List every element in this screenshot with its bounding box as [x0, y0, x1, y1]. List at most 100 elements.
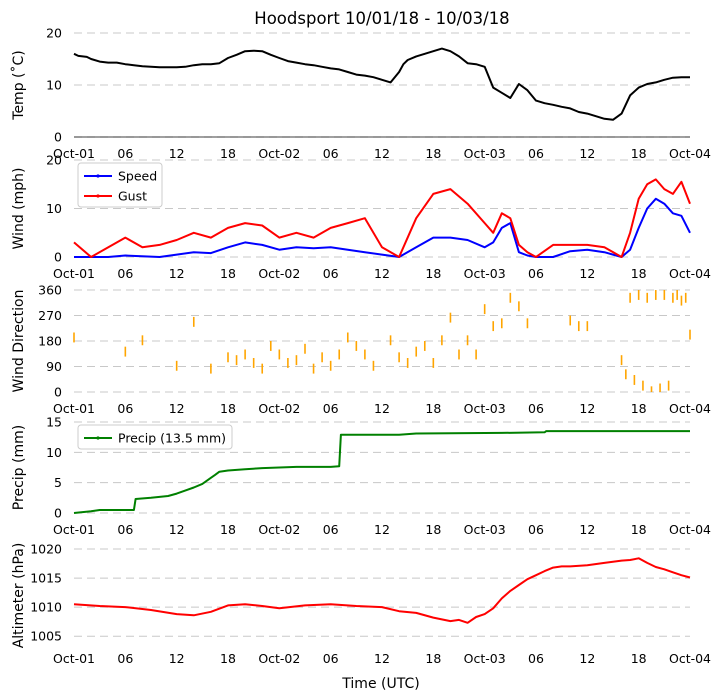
y-tick-label: 1005 — [30, 629, 62, 644]
x-tick-label: Oct-03 — [464, 401, 506, 416]
x-tick-label: Oct-02 — [258, 651, 300, 666]
x-tick-label: 06 — [117, 266, 133, 281]
panel-wind: 0 10 20 Oct-01 06 12 18 Oct-02 06 12 18 Oct-03 06 12 1… — [11, 153, 711, 282]
x-tick-label: 06 — [323, 401, 339, 416]
x-tick-label: 18 — [631, 146, 647, 161]
legend-label: Gust — [118, 189, 147, 204]
legend-marker — [96, 194, 100, 198]
legend — [77, 424, 233, 450]
series-line-altimeter — [73, 557, 691, 624]
x-axis-label: Time (UTC) — [341, 676, 419, 692]
x-tick-label: 18 — [220, 146, 236, 161]
legend-label: Precip (13.5 mm) — [118, 431, 226, 446]
x-tick-label: 18 — [425, 266, 441, 281]
x-tick-label: 12 — [169, 146, 185, 161]
panel-precip: 0 5 10 15 Oct-01 06 12 18 Oct-02 06 12 18 Oct-03 06 12… — [11, 415, 711, 538]
chart-title: Hoodsport 10/01/18 - 10/03/18 — [254, 9, 509, 28]
x-tick-label: 12 — [169, 522, 185, 537]
y-axis-label: Wind (mph) — [11, 168, 27, 250]
x-tick-label: 18 — [220, 651, 236, 666]
x-tick-label: 18 — [425, 146, 441, 161]
y-tick-label: 20 — [46, 153, 62, 168]
series-line-temp — [73, 47, 690, 121]
y-axis-label: Temp (˚C) — [10, 50, 27, 120]
panel-temp: 0 10 20 Oct-01 06 12 18 Oct-02 06 12 18 Oct-03 06 12 1… — [10, 26, 711, 162]
x-tick-label: 12 — [169, 401, 185, 416]
x-tick-label: 12 — [579, 401, 595, 416]
x-tick-label: 18 — [631, 522, 647, 537]
panel-altimeter: 1005 1010 1015 1020 Oct-01 06 12 18 Oct-02 06 12 18… — [11, 542, 711, 667]
x-tick-label: Oct-04 — [669, 266, 711, 281]
x-tick-label: 18 — [631, 651, 647, 666]
x-tick-label: Oct-04 — [669, 401, 711, 416]
x-tick-label: 06 — [117, 146, 133, 161]
x-tick-label: 06 — [117, 522, 133, 537]
x-tick-label: 18 — [220, 522, 236, 537]
x-tick-label: 18 — [220, 401, 236, 416]
y-tick-label: 10 — [46, 445, 62, 460]
x-tick-label: Oct-02 — [258, 522, 300, 537]
x-tick-label: Oct-01 — [53, 146, 95, 161]
x-tick-label: 06 — [323, 146, 339, 161]
y-tick-label: 0 — [54, 506, 62, 521]
x-tick-label: 06 — [323, 266, 339, 281]
x-tick-label: 12 — [579, 522, 595, 537]
x-tick-label: 12 — [374, 651, 390, 666]
series-line-gust — [73, 178, 691, 258]
x-tick-label: Oct-03 — [464, 651, 506, 666]
x-tick-label: 18 — [425, 651, 441, 666]
x-tick-label: 12 — [579, 651, 595, 666]
x-tick-label: 12 — [374, 266, 390, 281]
legend-label: Speed — [118, 169, 157, 184]
y-tick-label: 180 — [38, 334, 62, 349]
y-tick-label: 1015 — [30, 571, 62, 586]
x-tick-label: 12 — [169, 651, 185, 666]
y-tick-label: 10 — [46, 78, 62, 93]
y-axis-label: Altimeter (hPa) — [11, 543, 27, 649]
x-tick-label: 06 — [528, 401, 544, 416]
series-line-speed — [74, 197, 691, 258]
y-tick-label: 0 — [54, 130, 62, 145]
x-tick-label: 12 — [579, 146, 595, 161]
y-tick-label: 15 — [46, 415, 62, 430]
x-tick-label: Oct-02 — [258, 146, 300, 161]
y-axis-label: Wind Direction — [11, 290, 27, 393]
x-tick-label: Oct-04 — [669, 522, 711, 537]
x-tick-label: 18 — [425, 401, 441, 416]
x-tick-label: 18 — [631, 266, 647, 281]
panel-direction: 0 90 180 270 360 Oct-01 06 12 18 Oct-02 06 12 18 Oct-… — [11, 283, 711, 417]
x-tick-label: 12 — [169, 266, 185, 281]
x-tick-label: 06 — [528, 146, 544, 161]
x-tick-label: 12 — [374, 401, 390, 416]
y-axis-label: Precip (mm) — [11, 425, 27, 510]
x-tick-label: 06 — [323, 522, 339, 537]
x-tick-label: 18 — [425, 522, 441, 537]
x-tick-label: Oct-01 — [53, 651, 95, 666]
x-tick-label: 12 — [374, 146, 390, 161]
x-tick-label: 06 — [528, 651, 544, 666]
x-tick-label: 06 — [528, 522, 544, 537]
legend-marker — [96, 436, 100, 440]
x-tick-label: 06 — [117, 401, 133, 416]
x-tick-label: 18 — [631, 401, 647, 416]
x-tick-label: Oct-04 — [669, 651, 711, 666]
x-tick-label: Oct-04 — [669, 146, 711, 161]
x-tick-label: Oct-01 — [53, 522, 95, 537]
y-tick-label: 1020 — [30, 542, 62, 557]
legend-marker — [96, 174, 100, 178]
y-tick-label: 0 — [54, 250, 62, 265]
x-tick-label: 12 — [579, 266, 595, 281]
x-tick-label: 06 — [117, 651, 133, 666]
x-tick-label: Oct-01 — [53, 266, 95, 281]
y-tick-label: 20 — [46, 26, 62, 41]
x-tick-label: 06 — [528, 266, 544, 281]
x-tick-label: Oct-03 — [464, 522, 506, 537]
x-tick-label: Oct-02 — [258, 266, 300, 281]
x-tick-label: Oct-01 — [53, 401, 95, 416]
x-tick-label: 18 — [220, 266, 236, 281]
y-tick-label: 5 — [54, 475, 62, 490]
series-line-precip-13-5-mm- — [73, 430, 690, 514]
x-tick-label: 06 — [323, 651, 339, 666]
